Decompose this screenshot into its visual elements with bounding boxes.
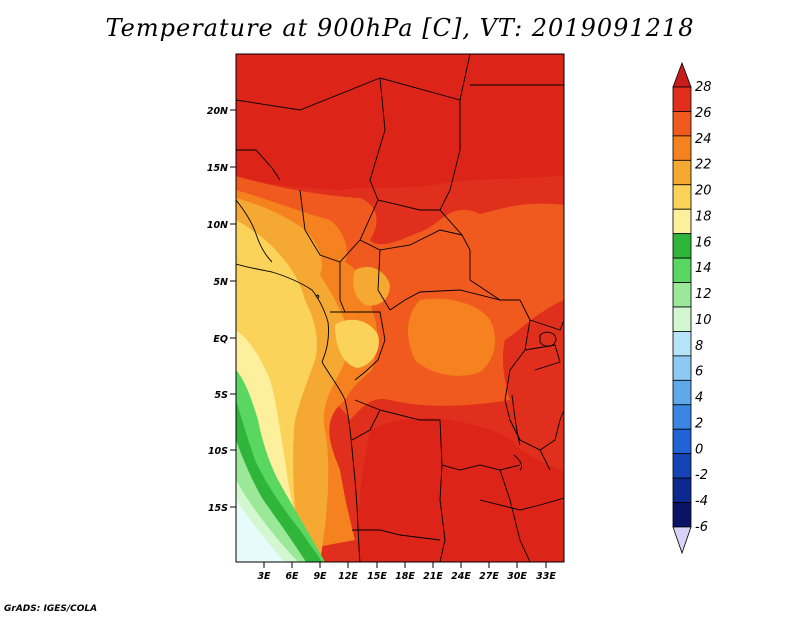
- lon-label-9e: 9E: [313, 571, 327, 582]
- colorbar-label: 8: [695, 339, 703, 354]
- colorbar-label: 2: [695, 416, 703, 431]
- colorbar-label: 14: [695, 261, 712, 276]
- lon-label-24e: 24E: [451, 571, 471, 582]
- colorbar-label: 4: [695, 391, 703, 406]
- lat-label-10s: 10S: [208, 446, 228, 457]
- colorbar-segment: [672, 502, 692, 528]
- colorbar-label: 22: [695, 158, 712, 173]
- colorbar-label: 10: [695, 313, 712, 328]
- colorbar-segment: [672, 282, 692, 308]
- lon-label-33e: 33E: [536, 571, 556, 582]
- colorbar-label: 24: [695, 132, 712, 147]
- colorbar-label: -6: [695, 520, 708, 535]
- lat-label-15s: 15S: [208, 503, 228, 514]
- colorbar-segment: [672, 428, 692, 455]
- colorbar-label: 0: [695, 442, 703, 457]
- colorbar-segment: [672, 404, 692, 430]
- lakes: [315, 294, 557, 471]
- lon-label-3e: 3E: [257, 571, 271, 582]
- colorbar-label: 12: [695, 287, 712, 302]
- colorbar-segment: [672, 453, 692, 479]
- lat-axis: [230, 109, 236, 508]
- colorbar-label: 6: [695, 365, 703, 380]
- colorbar-label: 26: [695, 106, 712, 121]
- map-frame: [235, 53, 565, 563]
- lat-label-15n: 15N: [207, 163, 228, 174]
- colorbar-label: 28: [695, 80, 712, 95]
- colorbar-top-triangle: [672, 61, 692, 88]
- colorbar-label: 18: [695, 209, 712, 224]
- colorbar-segment: [672, 111, 692, 137]
- lon-label-6e: 6E: [285, 571, 299, 582]
- colorbar-segment: [672, 257, 692, 283]
- lon-label-12e: 12E: [338, 571, 358, 582]
- lat-label-eq: EQ: [213, 334, 228, 345]
- colorbar-segment: [672, 331, 692, 357]
- colorbar-label: 20: [695, 184, 712, 199]
- lat-label-5n: 5N: [213, 277, 228, 288]
- lon-label-30e: 30E: [507, 571, 527, 582]
- colorbar-segment: [672, 159, 692, 186]
- colorbar-segment: [672, 184, 692, 210]
- lon-label-27e: 27E: [479, 571, 499, 582]
- lon-label-15e: 15E: [367, 571, 387, 582]
- lat-label-20n: 20N: [207, 106, 228, 117]
- lon-axis: [263, 562, 547, 568]
- colorbar-segment: [672, 355, 692, 381]
- map-title: Temperature at 900hPa [C], VT: 201909121…: [105, 14, 695, 42]
- colorbar-segment: [672, 233, 692, 259]
- lon-label-21e: 21E: [423, 571, 443, 582]
- colorbar-segment: [672, 208, 692, 235]
- lat-label-5s: 5S: [215, 390, 229, 401]
- colorbar-label: 16: [695, 235, 712, 250]
- temperature-field: [236, 54, 564, 562]
- country-borders: [236, 54, 564, 562]
- lon-label-18e: 18E: [395, 571, 415, 582]
- lat-label-10n: 10N: [207, 220, 228, 231]
- colorbar-segment: [672, 86, 692, 112]
- colorbar-label: -2: [695, 468, 708, 483]
- colorbar-segment: [672, 306, 692, 332]
- colorbar-segment: [672, 379, 692, 406]
- colorbar-segment: [672, 477, 692, 503]
- colorbar-label: -4: [695, 494, 708, 509]
- colorbar-segment: [672, 135, 692, 161]
- colorbar-bottom-triangle: [672, 526, 692, 555]
- grads-credit: GrADS: IGES/COLA: [4, 604, 98, 614]
